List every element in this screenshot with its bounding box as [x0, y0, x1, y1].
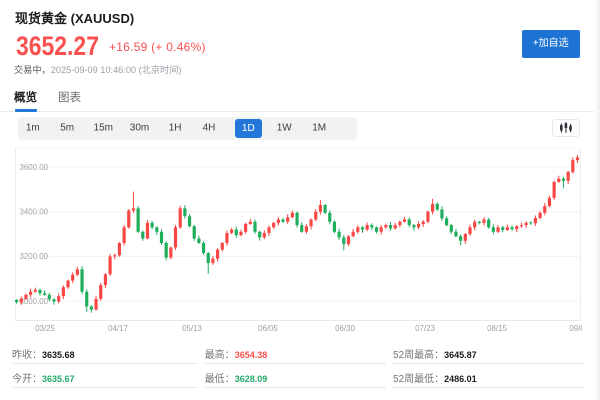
svg-text:08/15: 08/15	[487, 324, 507, 333]
svg-text:03/25: 03/25	[35, 324, 55, 333]
svg-text:3400.00: 3400.00	[20, 208, 49, 217]
svg-text:3200.00: 3200.00	[20, 252, 49, 261]
svg-text:04/17: 04/17	[108, 324, 128, 333]
svg-text:3000.00: 3000.00	[20, 297, 49, 306]
svg-text:05/13: 05/13	[182, 324, 202, 333]
svg-text:09/08: 09/08	[569, 324, 582, 333]
svg-text:06/30: 06/30	[335, 324, 355, 333]
svg-text:06/05: 06/05	[258, 324, 278, 333]
svg-text:3600.00: 3600.00	[20, 163, 49, 172]
svg-text:07/23: 07/23	[415, 324, 435, 333]
